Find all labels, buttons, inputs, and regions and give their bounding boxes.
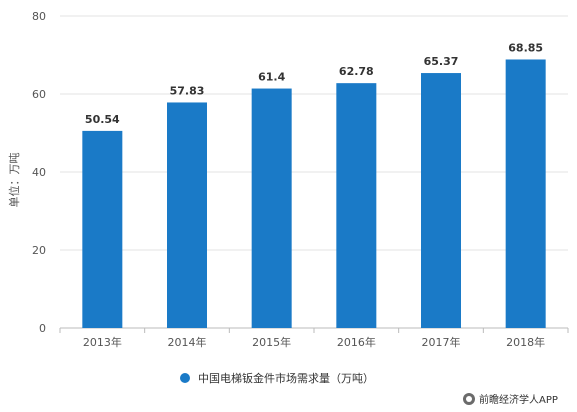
bar — [167, 102, 207, 328]
bar — [82, 130, 123, 328]
bar — [336, 83, 377, 329]
data-label: 57.83 — [170, 84, 205, 97]
data-label: 61.4 — [258, 71, 285, 84]
data-label: 62.78 — [339, 65, 374, 78]
gridlines — [60, 15, 568, 329]
legend-label: 中国电梯钣金件市场需求量（万吨） — [198, 372, 374, 385]
x-tick-labels: 2013年 2014年 2015年 2016年 2017年 2018年 — [59, 328, 569, 349]
credit-text: 前瞻经济学人APP — [479, 395, 558, 406]
x-tick-label: 2013年 — [83, 335, 122, 349]
x-tick-label: 2017年 — [422, 335, 461, 349]
bar — [505, 59, 546, 329]
data-label: 68.85 — [508, 41, 543, 54]
x-tick-label: 2016年 — [337, 335, 376, 349]
bar — [251, 88, 292, 328]
y-tick-label: 80 — [32, 10, 46, 23]
y-tick-label: 60 — [32, 88, 46, 101]
source-credit: 前瞻经济学人APP — [463, 391, 558, 406]
bars — [82, 59, 546, 329]
y-tick-label: 40 — [32, 166, 46, 179]
x-tick-label: 2014年 — [168, 335, 207, 349]
x-tick-label: 2018年 — [506, 335, 545, 349]
data-labels: 50.54 57.83 61.4 62.78 65.37 68.85 — [85, 41, 543, 125]
legend: 中国电梯钣金件市场需求量（万吨） — [180, 370, 374, 386]
data-label: 50.54 — [85, 113, 120, 126]
legend-marker — [180, 373, 190, 383]
y-tick-label: 20 — [32, 244, 46, 257]
logo-icon — [463, 392, 475, 405]
data-label: 65.37 — [424, 55, 459, 68]
y-tick-labels: 0 20 40 60 80 — [32, 10, 46, 335]
bar — [421, 73, 461, 328]
y-axis-label: 单位：万吨 — [7, 153, 21, 208]
y-tick-label: 0 — [39, 322, 46, 335]
x-tick-label: 2015年 — [252, 335, 291, 349]
